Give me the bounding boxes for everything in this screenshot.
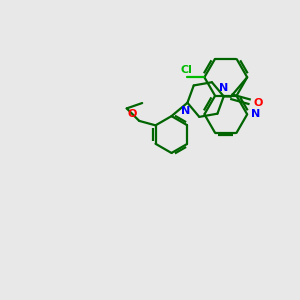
Text: N: N	[219, 83, 228, 93]
Text: O: O	[254, 98, 263, 108]
Text: N: N	[181, 106, 190, 116]
Text: Cl: Cl	[181, 65, 193, 75]
Text: O: O	[128, 110, 137, 119]
Text: N: N	[251, 109, 260, 119]
